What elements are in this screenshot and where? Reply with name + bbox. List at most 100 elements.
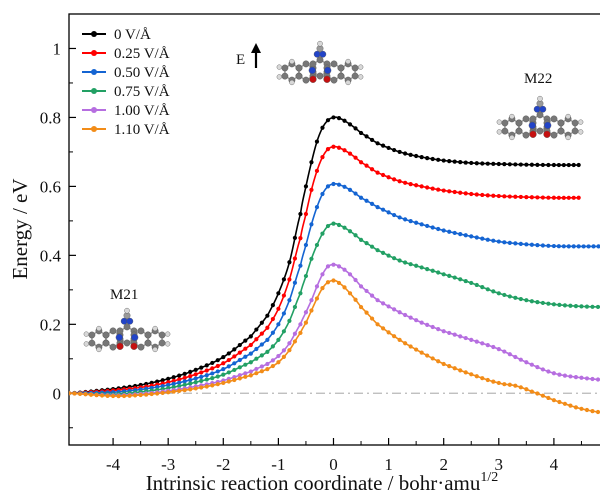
data-point [540, 195, 545, 200]
data-point [287, 260, 292, 265]
data-point [386, 330, 391, 335]
data-point [591, 244, 596, 249]
data-point [309, 256, 314, 261]
data-point [331, 181, 336, 187]
data-point [226, 351, 231, 356]
data-point [518, 241, 523, 246]
data-point [502, 240, 507, 245]
data-point [441, 228, 446, 233]
data-point [458, 190, 463, 195]
data-point [226, 370, 231, 375]
molecule-atom [165, 341, 171, 347]
data-point [469, 280, 474, 286]
molecule-atom [302, 76, 310, 84]
data-point [496, 161, 501, 167]
series-line [69, 145, 579, 395]
data-point [193, 376, 198, 381]
data-point [276, 337, 281, 342]
data-point [535, 365, 540, 370]
series-4 [69, 262, 600, 398]
data-point [392, 147, 397, 153]
data-point [380, 301, 386, 306]
data-point [342, 267, 347, 272]
data-point [425, 267, 430, 272]
data-point [171, 378, 176, 383]
y-tick-label: 0.6 [40, 177, 61, 196]
data-point [155, 391, 160, 396]
legend-label: 0.75 V/Å [114, 84, 170, 100]
molecule-structure-icon [496, 95, 584, 141]
molecule-atom [522, 115, 530, 123]
data-point [529, 362, 534, 367]
molecule-atom [550, 131, 558, 139]
data-point [243, 374, 248, 379]
data-point [380, 207, 386, 212]
data-point [243, 338, 248, 343]
data-point [513, 162, 518, 167]
data-point [425, 353, 430, 358]
data-point [237, 357, 242, 363]
molecule-atom [509, 113, 515, 120]
molecule-atom [496, 129, 502, 135]
molecule-atom [323, 75, 331, 83]
data-point [133, 393, 138, 398]
molecule-atom [358, 64, 364, 70]
data-point [463, 191, 468, 196]
data-point [568, 303, 573, 308]
plot-frame [68, 13, 600, 446]
field-annotation: E [236, 43, 261, 68]
data-point [524, 194, 529, 200]
x-tick-label: -3 [161, 455, 175, 474]
data-point [320, 191, 325, 197]
molecule-atom [578, 119, 584, 125]
data-point [232, 374, 237, 380]
molecule-atom [351, 72, 359, 80]
data-point [518, 162, 523, 167]
data-point [270, 316, 275, 322]
data-point [491, 289, 496, 294]
data-point [364, 163, 369, 168]
data-point [380, 143, 386, 148]
data-point [380, 326, 386, 331]
data-point [556, 195, 561, 200]
data-point [590, 304, 595, 309]
data-point [298, 211, 303, 217]
data-point [386, 304, 391, 309]
molecule-atom [509, 134, 515, 141]
data-point [155, 379, 160, 384]
data-point [375, 322, 380, 327]
data-point [320, 125, 325, 130]
data-point [447, 189, 452, 194]
data-point [562, 303, 568, 308]
data-point [215, 363, 220, 369]
data-point [596, 244, 600, 249]
data-point [419, 320, 424, 325]
data-point [397, 258, 402, 263]
data-point [540, 393, 545, 398]
data-point [210, 360, 215, 366]
data-point [243, 354, 248, 359]
data-point [232, 347, 237, 352]
data-point [408, 262, 413, 267]
data-point [259, 342, 264, 347]
data-point [331, 115, 336, 120]
data-point [292, 235, 298, 240]
data-point [425, 156, 430, 161]
data-point [336, 222, 342, 228]
data-point [325, 223, 331, 229]
molecule-atom [123, 339, 131, 347]
molecule-atom [109, 327, 117, 335]
molecule-atom [131, 333, 139, 342]
data-point [595, 304, 600, 310]
data-point [458, 334, 463, 339]
data-point [177, 377, 182, 382]
molecule-atom [109, 343, 117, 351]
data-point [314, 139, 320, 144]
data-point [331, 221, 336, 226]
data-point [270, 330, 275, 335]
data-point [232, 361, 237, 366]
data-point [331, 278, 336, 283]
data-point [358, 130, 364, 136]
data-point [138, 392, 143, 398]
data-point [270, 344, 275, 349]
